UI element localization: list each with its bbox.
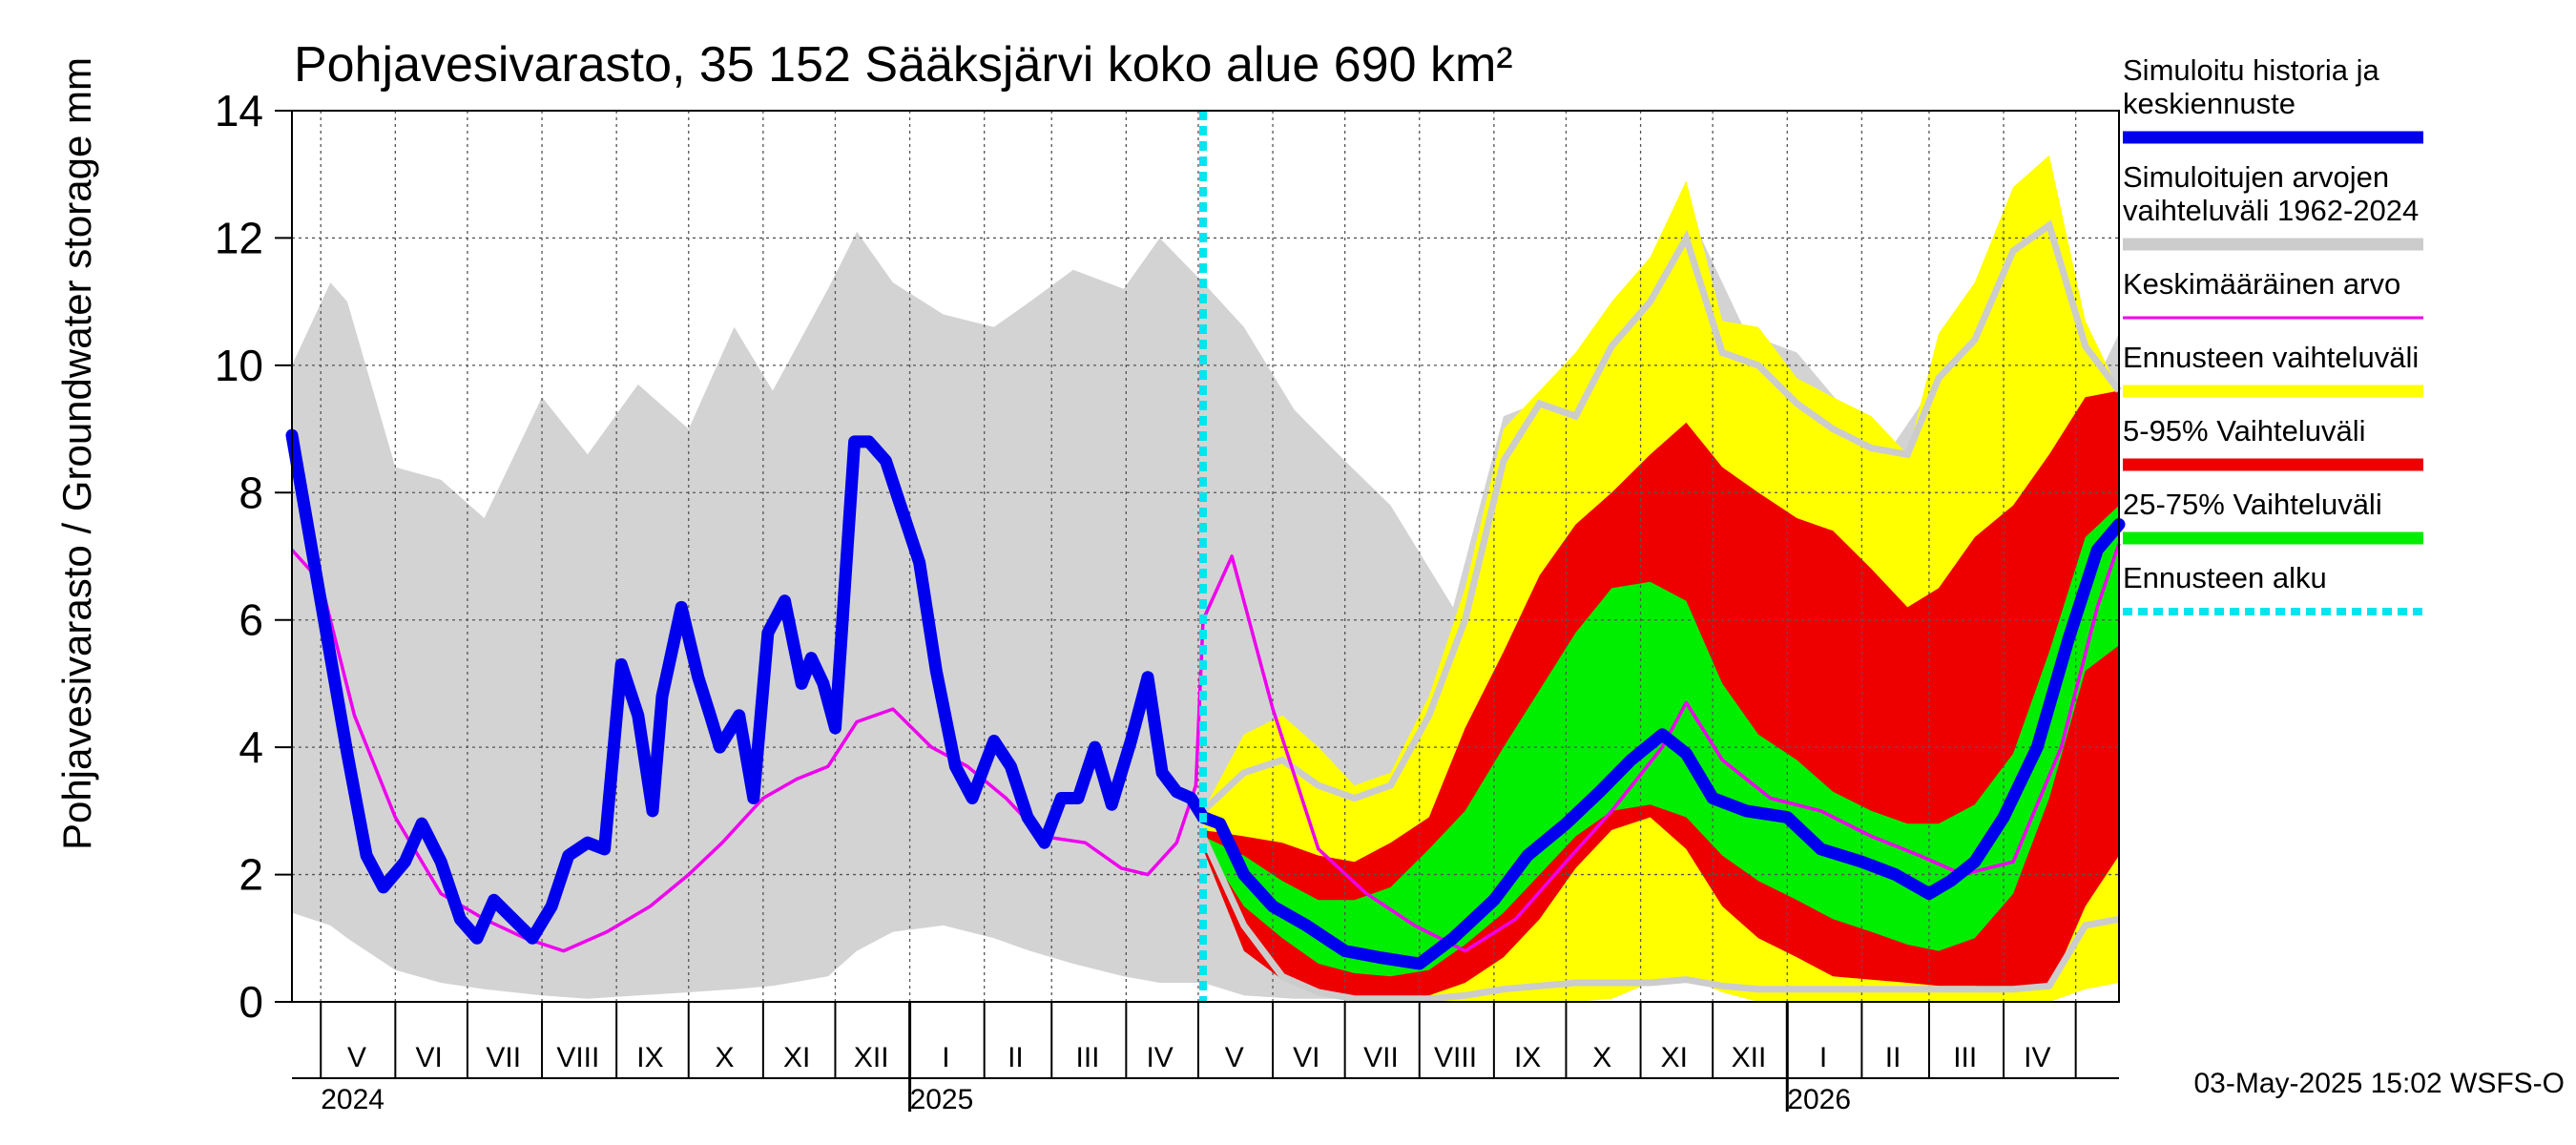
x-month-label: VI [415, 1042, 442, 1073]
history-range-upper-line [1200, 219, 2122, 814]
legend-label: 25-75% Vaihteluväli [2123, 488, 2382, 521]
x-month-label: X [716, 1042, 735, 1073]
x-month-label: IV [1146, 1042, 1173, 1073]
x-month-label: III [1076, 1042, 1100, 1073]
x-axis: V VI VII VIII IX X XI XII I II III IV V VI VII VIII IX X X… [292, 1002, 2119, 1115]
legend-label: Simuloitujen arvojen [2123, 160, 2389, 194]
x-month-label: XI [783, 1042, 810, 1073]
y-tick-label: 2 [239, 850, 263, 900]
x-month-label: VIII [556, 1042, 599, 1073]
legend-label: Simuloitu historia ja [2123, 53, 2380, 87]
legend-label: vaihteluväli 1962-2024 [2123, 194, 2419, 227]
x-month-label: IX [1514, 1042, 1541, 1073]
x-month-label: IX [636, 1042, 663, 1073]
legend-label: keskiennuste [2123, 87, 2296, 120]
y-tick-label: 12 [215, 213, 263, 262]
legend-label: Ennusteen vaihteluväli [2123, 341, 2419, 374]
x-year-label: 2025 [910, 1084, 974, 1115]
timestamp: 03-May-2025 15:02 WSFS-O [2194, 1068, 2566, 1099]
history-range-lower-line [1199, 835, 2120, 1003]
legend-label: 5-95% Vaihteluväli [2123, 414, 2365, 448]
y-axis-label: Pohjavesivarasto / Groundwater storage m… [54, 57, 99, 850]
mean-value-line [290, 543, 2121, 953]
lines-layer [285, 111, 2126, 1003]
x-month-label: VIII [1434, 1042, 1477, 1073]
y-tick-label: 10 [215, 341, 263, 390]
x-month-label: XII [1732, 1042, 1767, 1073]
x-month-label: III [1953, 1042, 1977, 1073]
x-month-label: IV [2024, 1042, 2050, 1073]
plot-frame [291, 110, 2120, 1003]
x-month-label: I [1819, 1042, 1827, 1073]
y-tick-label: 14 [215, 86, 263, 135]
y-tick-label: 8 [239, 468, 263, 517]
legend-label: Keskimääräinen arvo [2123, 267, 2400, 301]
grid-layer [292, 111, 2119, 1002]
simulated-history-line [285, 428, 2126, 970]
x-month-label: X [1592, 1042, 1611, 1073]
y-axis: 0 2 4 6 8 10 12 14 [215, 86, 292, 1027]
chart-title: Pohjavesivarasto, 35 152 Sääksjärvi koko… [294, 37, 1513, 93]
x-month-label: II [1885, 1042, 1901, 1073]
y-tick-label: 0 [239, 977, 263, 1027]
x-year-label: 2024 [321, 1084, 384, 1115]
x-month-label: VII [486, 1042, 521, 1073]
y-tick-label: 4 [239, 722, 263, 772]
x-month-label: VI [1293, 1042, 1319, 1073]
y-tick-label: 6 [239, 595, 263, 645]
legend-label: Ennusteen alku [2123, 561, 2327, 594]
x-month-label: V [347, 1042, 366, 1073]
x-month-label: XI [1661, 1042, 1688, 1073]
x-month-label: VII [1363, 1042, 1399, 1073]
x-year-label: 2026 [1787, 1084, 1851, 1115]
x-month-label: XII [854, 1042, 889, 1073]
x-month-label: II [1008, 1042, 1024, 1073]
x-month-label: V [1225, 1042, 1244, 1073]
x-month-label: I [942, 1042, 949, 1073]
